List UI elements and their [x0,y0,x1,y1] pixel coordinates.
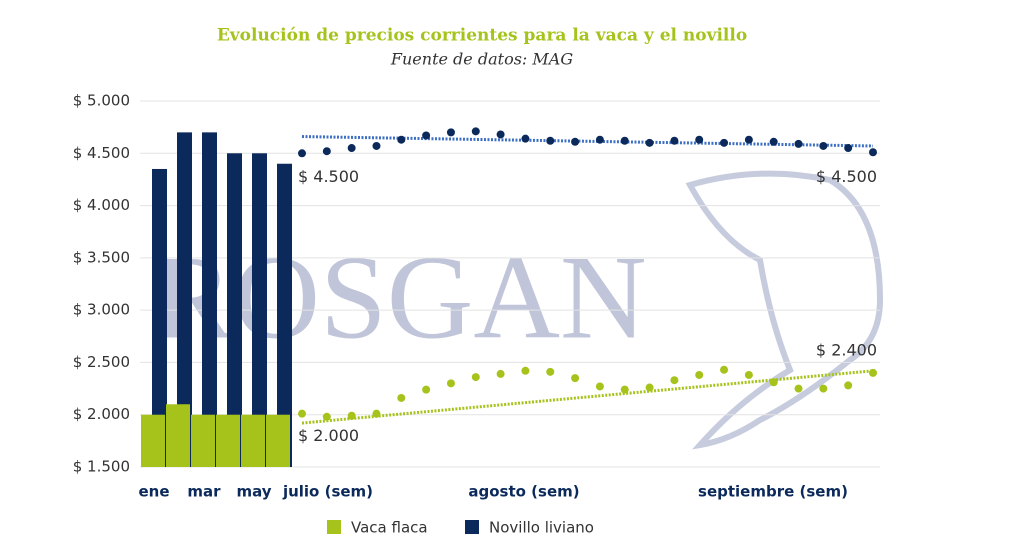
dot [744,135,753,144]
y-tick-label: $ 2.000 [73,405,130,423]
dot [819,384,828,393]
dot [744,370,753,379]
dot [322,412,331,421]
bar [177,132,192,467]
dot [695,370,704,379]
x-tick-label: mar [187,483,221,501]
dot [422,131,431,140]
dot [471,127,480,136]
annotation: $ 2.400 [816,340,877,359]
dot [397,135,406,144]
dot [546,367,555,376]
dot [670,136,679,145]
chart-subtitle: Fuente de datos: MAG [390,50,573,69]
dot [720,138,729,147]
x-tick-label: ene [138,483,169,501]
dot [720,365,729,374]
legend-label: Vaca flaca [351,519,428,537]
dot [595,135,604,144]
dot [844,144,853,153]
watermark-cow [685,170,884,450]
dot [471,373,480,382]
annotation: $ 2.000 [298,426,359,445]
bar [152,168,167,467]
y-tick-label: $ 3.000 [73,301,130,319]
dot [496,369,505,378]
y-tick-label: $ 1.500 [73,458,130,476]
dot [372,141,381,150]
legend-label: Novillo liviano [489,519,594,537]
annotation: $ 4.500 [816,167,877,186]
bar [202,132,217,467]
dot [844,381,853,390]
dot [645,383,654,392]
dot [620,385,629,394]
trend-line [301,369,874,425]
dot [595,382,604,391]
period-label: julio (sem) [282,483,373,501]
bar [141,414,165,467]
dot [819,141,828,150]
dot [571,137,580,146]
dot [446,128,455,137]
period-label: septiembre (sem) [698,483,848,501]
dot [869,368,877,377]
dot [422,385,431,394]
bar [191,414,215,467]
dot [298,149,306,158]
period-label: agosto (sem) [468,483,579,501]
legend-swatch [327,520,341,534]
bar [252,153,267,468]
trend-line [301,135,874,148]
bar [266,414,290,467]
dot [446,379,455,388]
dot [322,147,331,156]
dot [695,135,704,144]
legend-swatch [465,520,479,534]
y-tick-label: $ 4.500 [73,144,130,162]
bar [277,163,292,467]
dot [769,137,778,146]
y-tick-label: $ 4.000 [73,196,130,214]
dot [794,384,803,393]
bar [241,414,265,467]
dot [347,411,356,420]
dot [794,139,803,148]
bar [216,414,240,467]
dot [869,148,877,157]
dot [347,144,356,153]
bar [166,404,190,467]
y-tick-label: $ 3.500 [73,248,130,266]
chart-title: Evolución de precios corrientes para la … [217,26,747,46]
dot [298,409,306,418]
dot [496,130,505,139]
dot [571,374,580,383]
dot [397,393,406,402]
annotation: $ 4.500 [298,167,359,186]
y-tick-label: $ 5.000 [73,92,130,110]
y-tick-label: $ 2.500 [73,353,130,371]
dot [521,366,530,375]
dot [546,136,555,145]
dot [670,376,679,385]
x-tick-label: may [236,483,271,501]
dot [769,378,778,387]
dot [645,138,654,147]
dot [372,409,381,418]
bar [227,153,242,468]
dot [620,136,629,145]
dot [521,134,530,143]
